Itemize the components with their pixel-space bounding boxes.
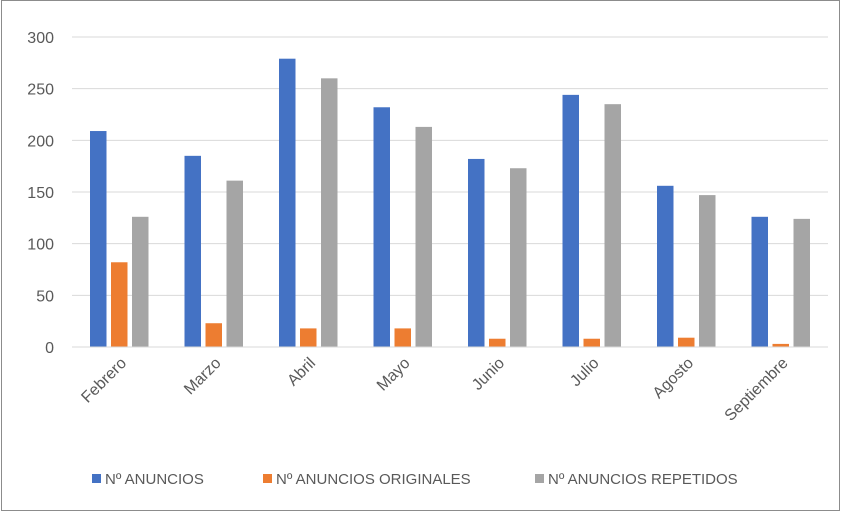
bar-3-marzo xyxy=(226,180,243,347)
y-tick-label: 150 xyxy=(27,185,54,202)
bar-2-junio xyxy=(489,338,506,347)
y-tick-label: 0 xyxy=(45,340,54,357)
bar-1-julio xyxy=(562,94,579,347)
bar-1-febrero xyxy=(90,131,107,347)
bar-3-agosto xyxy=(699,195,716,347)
y-tick-label: 50 xyxy=(36,288,54,305)
y-tick-label: 300 xyxy=(27,30,54,47)
bar-1-mayo xyxy=(373,107,390,348)
bar-2-agosto xyxy=(678,337,695,347)
bar-1-marzo xyxy=(184,155,201,347)
bar-3-febrero xyxy=(132,216,149,347)
legend: Nº ANUNCIOS Nº ANUNCIOS ORIGINALES Nº ANUN… xyxy=(92,471,738,488)
x-tick-label: Marzo xyxy=(181,355,225,399)
bar-1-agosto xyxy=(657,185,674,347)
bar-2-febrero xyxy=(111,262,128,347)
legend-swatch-2 xyxy=(263,474,272,483)
bar-1-junio xyxy=(468,158,485,347)
y-tick-label: 200 xyxy=(27,133,54,150)
x-tick-label: Septiembre xyxy=(722,355,792,425)
bar-2-marzo xyxy=(205,323,222,347)
legend-label-2: Nº ANUNCIOS ORIGINALES xyxy=(276,471,471,488)
bar-3-mayo xyxy=(415,126,432,348)
bar-3-abril xyxy=(321,78,338,347)
bar-3-julio xyxy=(604,104,621,348)
x-axis-ticks: Febrero Marzo Abril Mayo Junio Julio Agosto Sep… xyxy=(78,355,791,425)
bar-2-septiembre xyxy=(772,343,789,347)
x-tick-label: Junio xyxy=(469,355,508,394)
legend-swatch-1 xyxy=(92,474,101,483)
bar-2-mayo xyxy=(394,328,411,347)
bars xyxy=(90,58,810,348)
bar-2-julio xyxy=(583,338,600,347)
y-tick-label: 100 xyxy=(27,237,54,254)
x-tick-label: Julio xyxy=(567,355,602,390)
x-tick-label: Mayo xyxy=(374,355,414,395)
x-tick-label: Febrero xyxy=(78,355,130,407)
y-axis-ticks: 0 50 100 150 200 250 300 xyxy=(27,30,54,357)
legend-label-1: Nº ANUNCIOS xyxy=(105,471,204,488)
y-tick-label: 250 xyxy=(27,82,54,99)
bar-3-junio xyxy=(510,168,527,347)
bar-2-abril xyxy=(300,328,317,347)
bar-3-septiembre xyxy=(793,218,810,347)
x-tick-label: Abril xyxy=(284,355,319,390)
bar-1-abril xyxy=(279,58,296,347)
legend-swatch-3 xyxy=(535,474,544,483)
x-tick-label: Agosto xyxy=(650,355,697,402)
frame-top-border xyxy=(2,0,839,1)
bar-1-septiembre xyxy=(751,216,768,347)
legend-label-3: Nº ANUNCIOS REPETIDOS xyxy=(548,471,738,488)
